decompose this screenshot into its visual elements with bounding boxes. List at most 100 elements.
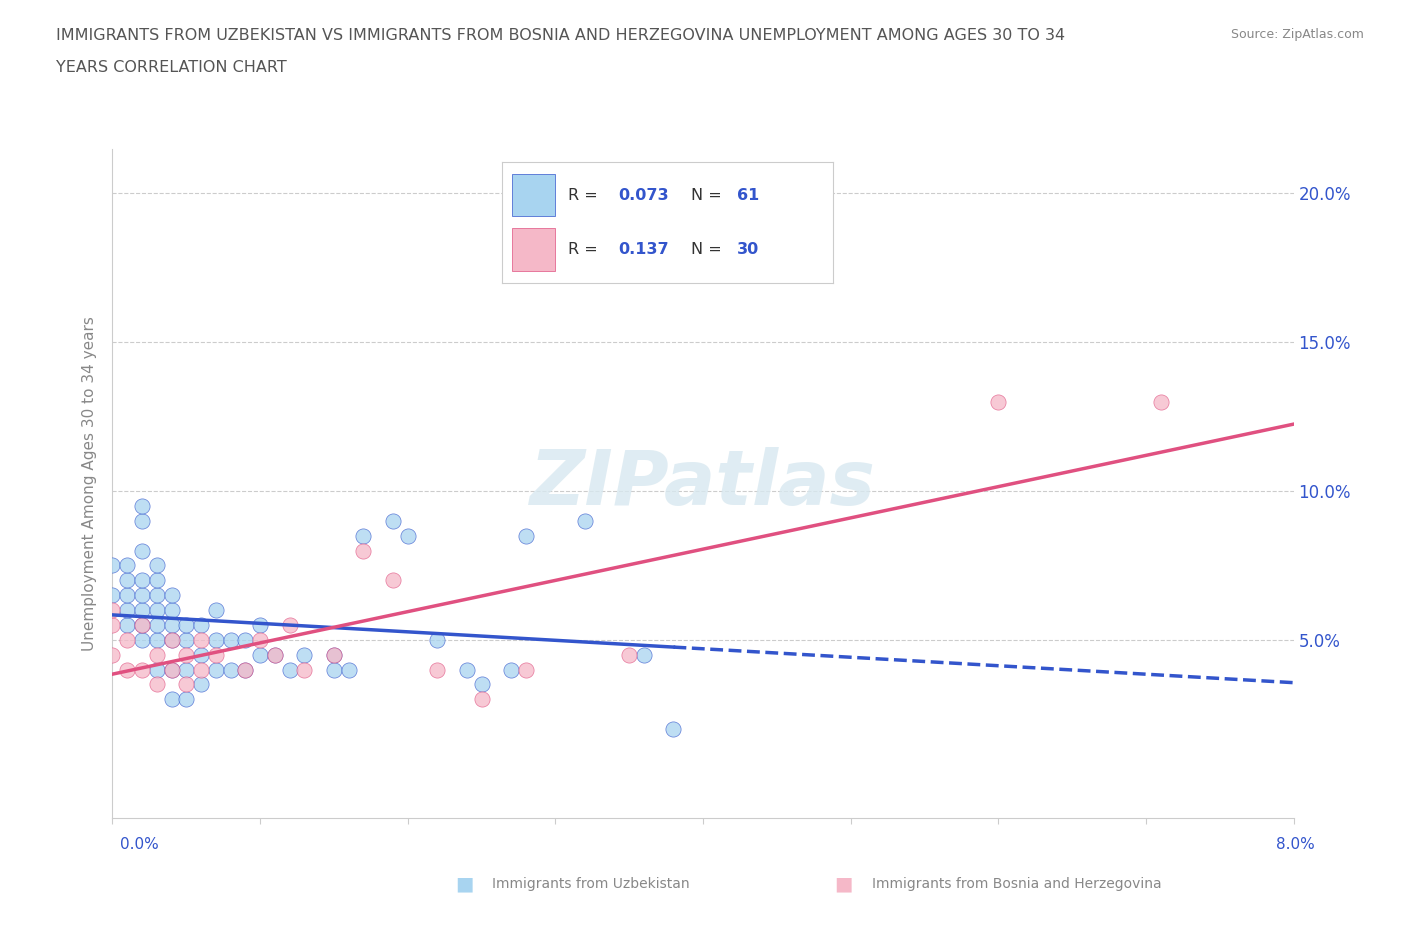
Point	[190, 677, 212, 692]
Point	[515, 528, 537, 543]
Point	[117, 558, 138, 573]
Point	[190, 632, 212, 647]
Text: YEARS CORRELATION CHART: YEARS CORRELATION CHART	[56, 60, 287, 75]
Point	[146, 618, 169, 632]
Point	[101, 558, 124, 573]
Point	[146, 588, 169, 603]
Point	[278, 618, 301, 632]
Point	[233, 632, 256, 647]
Point	[160, 662, 183, 677]
Point	[160, 588, 183, 603]
Point	[292, 647, 315, 662]
Point	[117, 662, 138, 677]
Point	[249, 618, 271, 632]
Text: ZIPatlas: ZIPatlas	[530, 446, 876, 521]
Point	[662, 722, 685, 737]
Text: ■: ■	[834, 874, 853, 893]
Point	[323, 647, 346, 662]
Point	[131, 632, 153, 647]
Point	[174, 632, 197, 647]
Point	[146, 677, 169, 692]
Point	[426, 662, 449, 677]
Point	[160, 662, 183, 677]
Text: ■: ■	[454, 874, 474, 893]
Point	[205, 662, 228, 677]
Point	[146, 647, 169, 662]
Point	[131, 662, 153, 677]
Point	[160, 692, 183, 707]
Point	[205, 632, 228, 647]
Point	[426, 632, 449, 647]
Point	[131, 603, 153, 618]
Text: Immigrants from Uzbekistan: Immigrants from Uzbekistan	[492, 876, 690, 891]
Point	[205, 647, 228, 662]
Point	[1150, 394, 1173, 409]
Point	[131, 498, 153, 513]
Point	[174, 618, 197, 632]
Point	[190, 662, 212, 677]
Point	[292, 662, 315, 677]
Point	[101, 647, 124, 662]
Point	[471, 692, 494, 707]
Point	[619, 647, 641, 662]
Point	[249, 632, 271, 647]
Point	[278, 662, 301, 677]
Point	[574, 513, 596, 528]
Point	[174, 692, 197, 707]
Point	[471, 677, 494, 692]
Text: 0.0%: 0.0%	[120, 837, 159, 852]
Point	[174, 662, 197, 677]
Point	[352, 543, 374, 558]
Point	[146, 662, 169, 677]
Point	[190, 618, 212, 632]
Point	[396, 528, 419, 543]
Point	[382, 513, 405, 528]
Point	[160, 632, 183, 647]
Point	[337, 662, 360, 677]
Point	[190, 647, 212, 662]
Point	[382, 573, 405, 588]
Point	[264, 647, 287, 662]
Point	[101, 588, 124, 603]
Point	[146, 603, 169, 618]
Point	[131, 573, 153, 588]
Point	[131, 588, 153, 603]
Point	[633, 647, 655, 662]
Point	[352, 528, 374, 543]
Point	[323, 647, 346, 662]
Point	[174, 677, 197, 692]
Point	[131, 543, 153, 558]
Point	[131, 618, 153, 632]
Point	[117, 603, 138, 618]
Point	[219, 632, 242, 647]
Point	[515, 662, 537, 677]
Text: Immigrants from Bosnia and Herzegovina: Immigrants from Bosnia and Herzegovina	[872, 876, 1161, 891]
Point	[219, 662, 242, 677]
Point	[160, 632, 183, 647]
Point	[456, 662, 478, 677]
Point	[160, 618, 183, 632]
Point	[323, 662, 346, 677]
Point	[101, 618, 124, 632]
Point	[101, 603, 124, 618]
Point	[987, 394, 1010, 409]
Point	[160, 603, 183, 618]
Point	[117, 573, 138, 588]
Point	[131, 513, 153, 528]
Text: 8.0%: 8.0%	[1275, 837, 1315, 852]
Point	[264, 647, 287, 662]
Point	[146, 558, 169, 573]
Point	[205, 603, 228, 618]
Point	[146, 573, 169, 588]
Text: Source: ZipAtlas.com: Source: ZipAtlas.com	[1230, 28, 1364, 41]
Point	[174, 647, 197, 662]
Text: IMMIGRANTS FROM UZBEKISTAN VS IMMIGRANTS FROM BOSNIA AND HERZEGOVINA UNEMPLOYMEN: IMMIGRANTS FROM UZBEKISTAN VS IMMIGRANTS…	[56, 28, 1066, 43]
Point	[249, 647, 271, 662]
Point	[233, 662, 256, 677]
Point	[117, 618, 138, 632]
Point	[117, 588, 138, 603]
Point	[131, 618, 153, 632]
Point	[146, 632, 169, 647]
Point	[117, 632, 138, 647]
Point	[233, 662, 256, 677]
